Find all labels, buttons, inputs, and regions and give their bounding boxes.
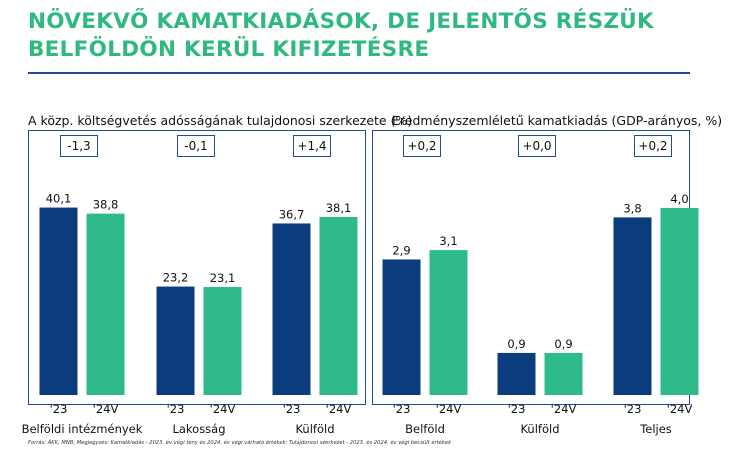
bar-2023	[39, 207, 78, 395]
category-label: Belföldi intézmények	[22, 422, 143, 436]
bar-2024	[86, 213, 125, 395]
bar-2023	[272, 223, 311, 395]
bar-2023	[382, 259, 421, 395]
x-tick-label: '24V	[551, 402, 577, 416]
bar-value-label: 40,1	[46, 192, 72, 206]
delta-box: -0,1	[177, 135, 215, 157]
page-title-line-1: NÖVEKVŐ KAMATKIADÁSOK, DE JELENTŐS RÉSZÜ…	[28, 9, 655, 34]
x-tick-label: '24V	[210, 402, 236, 416]
x-tick-label: '23	[393, 402, 411, 416]
bar-value-label: 3,1	[439, 234, 457, 248]
bar-value-label: 38,8	[93, 198, 119, 212]
delta-box: -1,3	[60, 135, 98, 157]
left-chart-title: A közp. költségvetés adósságának tulajdo…	[28, 113, 413, 128]
x-tick-label: '23	[508, 402, 526, 416]
x-tick-label: '23	[283, 402, 301, 416]
x-tick-label: '24V	[667, 402, 693, 416]
bar-value-label: 0,9	[507, 337, 525, 351]
bar-value-label: 3,8	[623, 201, 641, 215]
bar-value-label: 2,9	[392, 243, 410, 257]
category-label: Belföld	[405, 422, 445, 436]
bar-2023	[497, 352, 536, 395]
bar-value-label: 0,9	[554, 337, 572, 351]
page-title-line-2: BELFÖLDÖN KERÜL KIFIZETÉSRE	[28, 37, 430, 62]
category-label: Külföld	[520, 422, 559, 436]
category-label: Külföld	[295, 422, 334, 436]
bar-2023	[156, 286, 195, 395]
bar-2024	[544, 352, 583, 395]
delta-box: +1,4	[293, 135, 331, 157]
bar-value-label: 4,0	[670, 192, 688, 206]
x-tick-label: '23	[624, 402, 642, 416]
bar-2024	[660, 208, 699, 395]
bar-2023	[613, 217, 652, 395]
x-tick-label: '23	[50, 402, 68, 416]
right-chart-title: Eredményszemléletű kamatkiadás (GDP-arán…	[392, 113, 723, 128]
category-label: Lakosság	[172, 422, 225, 436]
bar-2024	[319, 216, 358, 395]
x-tick-label: '24V	[326, 402, 352, 416]
delta-box: +0,0	[518, 135, 556, 157]
source-note: Forrás: ÁKK, MNB; Megjegyzés: Kamatkiadá…	[28, 440, 452, 446]
left-chart-frame	[28, 130, 366, 405]
bar-value-label: 38,1	[326, 201, 352, 215]
bar-value-label: 36,7	[279, 207, 305, 221]
x-tick-label: '24V	[93, 402, 119, 416]
bar-value-label: 23,2	[163, 271, 189, 285]
category-label: Teljes	[639, 422, 672, 436]
bar-value-label: 23,1	[210, 271, 236, 285]
x-tick-label: '24V	[436, 402, 462, 416]
bar-2024	[429, 250, 468, 395]
delta-box: +0,2	[634, 135, 672, 157]
bar-2024	[203, 287, 242, 395]
delta-box: +0,2	[403, 135, 441, 157]
title-rule	[28, 72, 690, 74]
page-title: NÖVEKVŐ KAMATKIADÁSOK, DE JELENTŐS RÉSZÜ…	[28, 8, 654, 64]
x-tick-label: '23	[167, 402, 185, 416]
